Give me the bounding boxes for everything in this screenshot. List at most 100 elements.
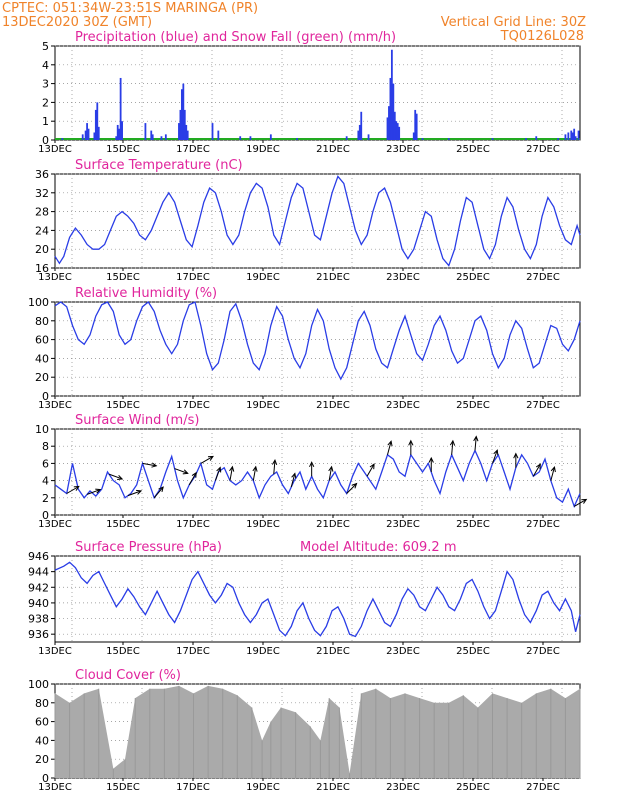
series-line	[54, 175, 581, 267]
precip-bar	[119, 77, 122, 140]
x-tick-label: 23DEC	[386, 272, 420, 283]
wind-arrow	[252, 466, 257, 481]
y-tick-label: 20	[35, 243, 49, 256]
date-header: 13DEC2020 30Z (GMT)	[2, 15, 153, 30]
x-tick-label: 13DEC	[38, 400, 72, 411]
precip-bar	[491, 138, 494, 140]
x-tick-label: 15DEC	[106, 272, 140, 283]
wind-arrow	[108, 473, 123, 480]
y-tick-label: 36	[35, 168, 49, 181]
wind-arrow-head	[291, 472, 297, 479]
x-tick-label: 21DEC	[316, 519, 350, 530]
x-tick-label: 15DEC	[106, 144, 140, 155]
panel-frame	[54, 555, 581, 643]
x-tick-label: 25DEC	[456, 519, 490, 530]
wind-arrow-head	[191, 471, 197, 478]
y-tick-label: 32	[35, 187, 49, 200]
y-tick-label: 938	[28, 613, 49, 626]
y-tick-label: 10	[35, 423, 49, 436]
precip-bar	[398, 126, 401, 140]
precip-bar	[577, 130, 580, 140]
precip-bar	[94, 109, 97, 140]
y-tick-label: 60	[35, 716, 49, 729]
x-tick-label: 17DEC	[176, 519, 210, 530]
x-tick-label: 23DEC	[386, 782, 420, 793]
y-tick-label: 0	[42, 509, 49, 522]
panel-title: Surface Temperature (nC)	[75, 158, 243, 173]
x-tick-label: 19DEC	[246, 400, 280, 411]
precip-bar	[525, 138, 527, 140]
precip-bar	[217, 130, 220, 140]
precip-bar	[97, 126, 100, 140]
wind-arrow-head	[428, 456, 434, 463]
wind-arrow-head	[73, 485, 80, 491]
x-tick-label: 19DEC	[246, 519, 280, 530]
y-tick-label: 8	[42, 440, 49, 453]
x-tick-label: 17DEC	[176, 782, 210, 793]
y-tick-label: 100	[28, 678, 49, 691]
x-tick-label: 15DEC	[106, 519, 140, 530]
x-tick-label: 19DEC	[246, 782, 280, 793]
wind-arrow	[492, 450, 498, 464]
wind-arrow	[153, 486, 164, 499]
precip-bar	[164, 134, 167, 140]
wind-arrow	[214, 467, 221, 481]
precip-bar	[81, 134, 84, 140]
precip-bar	[573, 128, 576, 140]
y-tick-label: 100	[28, 296, 49, 309]
precip-bar	[567, 132, 570, 140]
precip-bar	[61, 138, 64, 140]
panel-frame	[54, 428, 581, 516]
wind-arrow-head	[369, 463, 375, 470]
x-tick-label: 13DEC	[38, 272, 72, 283]
precip-bar	[570, 130, 573, 140]
precip-bar	[393, 111, 396, 140]
wind-arrow	[174, 468, 188, 474]
precip-bar	[151, 134, 154, 140]
y-tick-label: 5	[42, 40, 49, 53]
wind-arrow-head	[535, 463, 541, 470]
y-tick-label: 6	[42, 457, 49, 470]
vertical-grid-info: Vertical Grid Line: 30Z	[440, 15, 586, 30]
wind-arrow	[127, 490, 142, 497]
wind-arrow-head	[271, 459, 278, 466]
series-line	[54, 561, 581, 638]
y-tick-label: 944	[28, 566, 49, 579]
x-tick-label: 17DEC	[176, 272, 210, 283]
wind-arrow-head	[550, 465, 556, 473]
precip-bar	[414, 109, 417, 140]
wind-arrow-head	[158, 486, 164, 493]
precip-bar	[447, 138, 450, 140]
wind-arrow-head	[309, 461, 315, 468]
precip-bar	[386, 117, 389, 140]
series-line	[54, 301, 581, 381]
x-tick-label: 21DEC	[316, 646, 350, 657]
y-tick-label: 3	[42, 78, 49, 91]
x-tick-label: 23DEC	[386, 646, 420, 657]
precip-bar	[535, 136, 538, 140]
model-code: TQ0126L028	[500, 29, 584, 44]
wind-arrow	[346, 483, 357, 494]
precip-bar	[358, 124, 361, 140]
x-tick-label: 27DEC	[526, 646, 560, 657]
y-tick-label: 0	[42, 134, 49, 147]
precip-bar	[144, 123, 147, 140]
y-tick-label: 0	[42, 390, 49, 403]
wind-arrow	[66, 486, 80, 494]
precip-bar	[87, 128, 90, 140]
y-tick-label: 4	[42, 475, 49, 488]
x-tick-label: 13DEC	[38, 519, 72, 530]
y-tick-label: 28	[35, 206, 49, 219]
x-tick-label: 15DEC	[106, 782, 140, 793]
wind-arrow	[366, 463, 375, 477]
wind-arrow-head	[216, 466, 222, 473]
x-tick-label: 13DEC	[38, 646, 72, 657]
panel-title: Relative Humidity (%)	[75, 286, 217, 301]
panel-annotation: Model Altitude: 609.2 m	[300, 540, 457, 555]
precip-bar	[360, 111, 363, 140]
precip-bar	[239, 136, 242, 140]
y-tick-label: 24	[35, 224, 49, 237]
wind-arrow	[273, 460, 276, 475]
precip-bar	[390, 49, 393, 141]
